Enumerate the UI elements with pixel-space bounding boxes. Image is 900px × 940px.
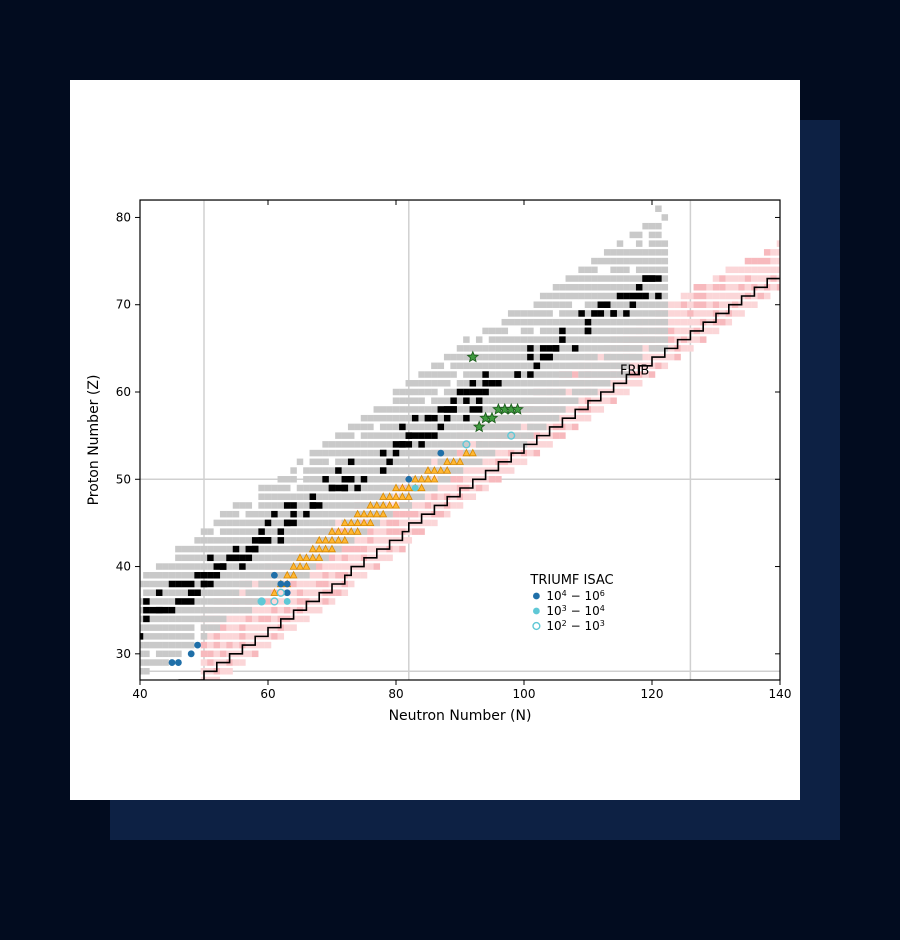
svg-text:80: 80 (116, 210, 131, 224)
nuclide-chart: 40 60 80 100 120 140 30 40 50 60 70 80 Neutron Numbe… (70, 80, 800, 800)
svg-text:120: 120 (641, 687, 664, 701)
svg-text:60: 60 (116, 385, 131, 399)
legend-item: 103 − 104 (546, 604, 604, 619)
svg-text:40: 40 (116, 560, 131, 574)
chart-card: 40 60 80 100 120 140 30 40 50 60 70 80 Neutron Numbe… (70, 80, 800, 800)
legend-title: TRIUMF ISAC (529, 573, 613, 588)
svg-text:60: 60 (260, 687, 275, 701)
legend: TRIUMF ISAC104 − 106103 − 104102 − 103 (529, 573, 613, 633)
svg-text:100: 100 (513, 687, 536, 701)
svg-text:30: 30 (116, 647, 131, 661)
frib-annotation: FRIB (620, 364, 649, 379)
legend-item: 102 − 103 (546, 619, 604, 634)
y-axis-label: Proton Number (Z) (86, 375, 102, 506)
svg-text:50: 50 (116, 472, 131, 486)
legend-item: 104 − 106 (546, 589, 604, 604)
x-axis-label: Neutron Number (N) (389, 708, 532, 724)
svg-text:70: 70 (116, 298, 131, 312)
svg-text:140: 140 (769, 687, 792, 701)
svg-text:40: 40 (132, 687, 147, 701)
svg-text:80: 80 (388, 687, 403, 701)
